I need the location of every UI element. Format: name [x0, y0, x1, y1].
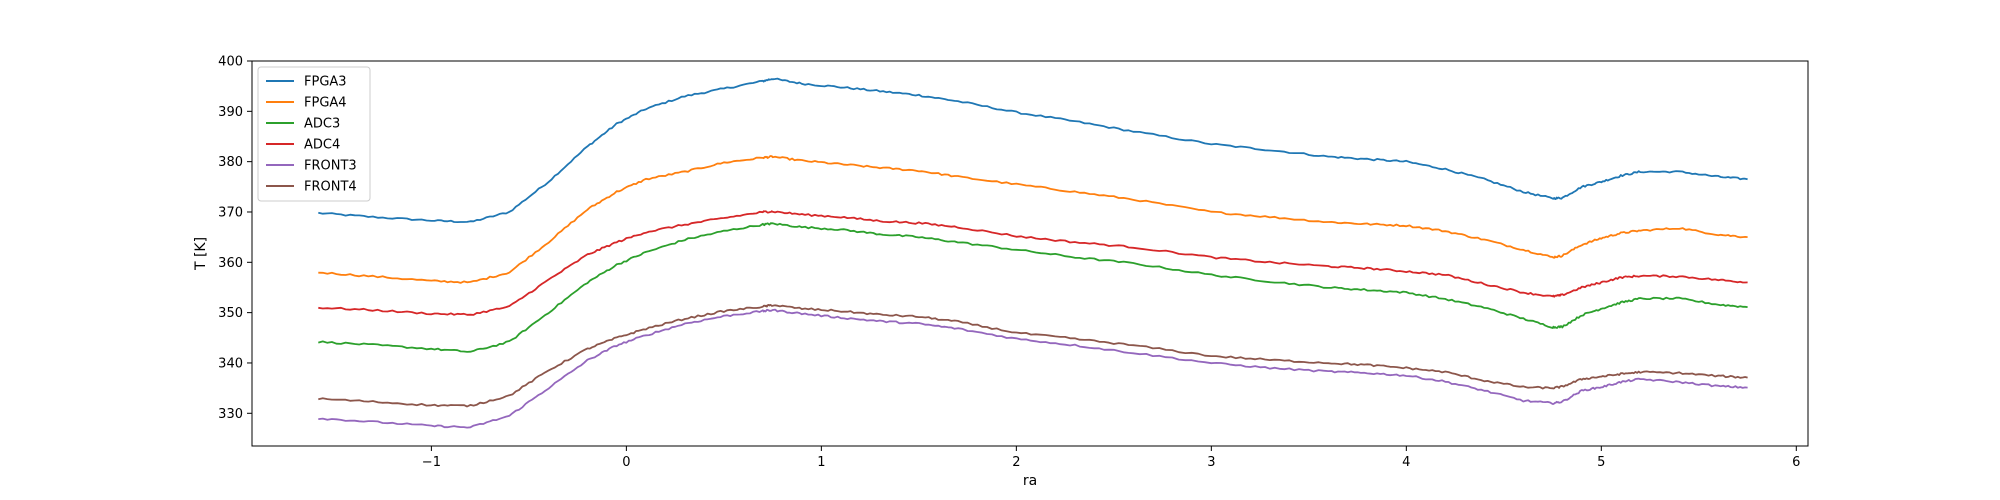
legend-label-fpga4: FPGA4	[304, 96, 347, 111]
legend-label-front3: FRONT3	[304, 159, 357, 174]
legend-label-adc3: ADC3	[304, 117, 340, 132]
legend-box	[257, 66, 371, 202]
series-line-adc4	[318, 210, 1748, 316]
x-axis: −1 0 1 2 3 4 5 6	[422, 446, 1800, 470]
legend-label-front4: FRONT4	[304, 180, 357, 195]
series-line-adc3	[318, 222, 1748, 353]
y-tick-label: 340	[218, 356, 243, 371]
y-tick-label: 370	[218, 205, 243, 220]
y-axis: 330 340 350 360 370 380 390 400	[218, 55, 252, 422]
x-tick-label: 1	[817, 455, 825, 470]
x-tick-label: 0	[622, 455, 630, 470]
y-tick-label: 380	[218, 155, 243, 170]
legend: FPGA3 FPGA4 ADC3 ADC4 FRONT3 FRONT4	[257, 66, 371, 202]
series-line-fpga3	[318, 77, 1748, 223]
y-tick-label: 360	[218, 256, 243, 271]
series-line-front3	[318, 308, 1748, 429]
x-tick-label: 5	[1597, 455, 1605, 470]
x-axis-label: ra	[1023, 473, 1037, 489]
series-layer	[318, 77, 1748, 429]
x-tick-label: 4	[1402, 455, 1410, 470]
plot-frame	[251, 60, 1809, 447]
y-tick-label: 330	[218, 407, 243, 422]
x-tick-label: 6	[1792, 455, 1800, 470]
y-tick-label: 400	[218, 55, 243, 70]
series-line-front4	[318, 304, 1748, 408]
x-tick-label: −1	[422, 455, 441, 470]
legend-label-fpga3: FPGA3	[304, 75, 347, 90]
y-axis-label: T [K]	[193, 237, 209, 271]
series-line-fpga4	[318, 155, 1748, 284]
x-tick-label: 2	[1012, 455, 1020, 470]
legend-label-adc4: ADC4	[304, 138, 340, 153]
y-tick-label: 350	[218, 306, 243, 321]
y-tick-label: 390	[218, 105, 243, 120]
x-tick-label: 3	[1207, 455, 1215, 470]
